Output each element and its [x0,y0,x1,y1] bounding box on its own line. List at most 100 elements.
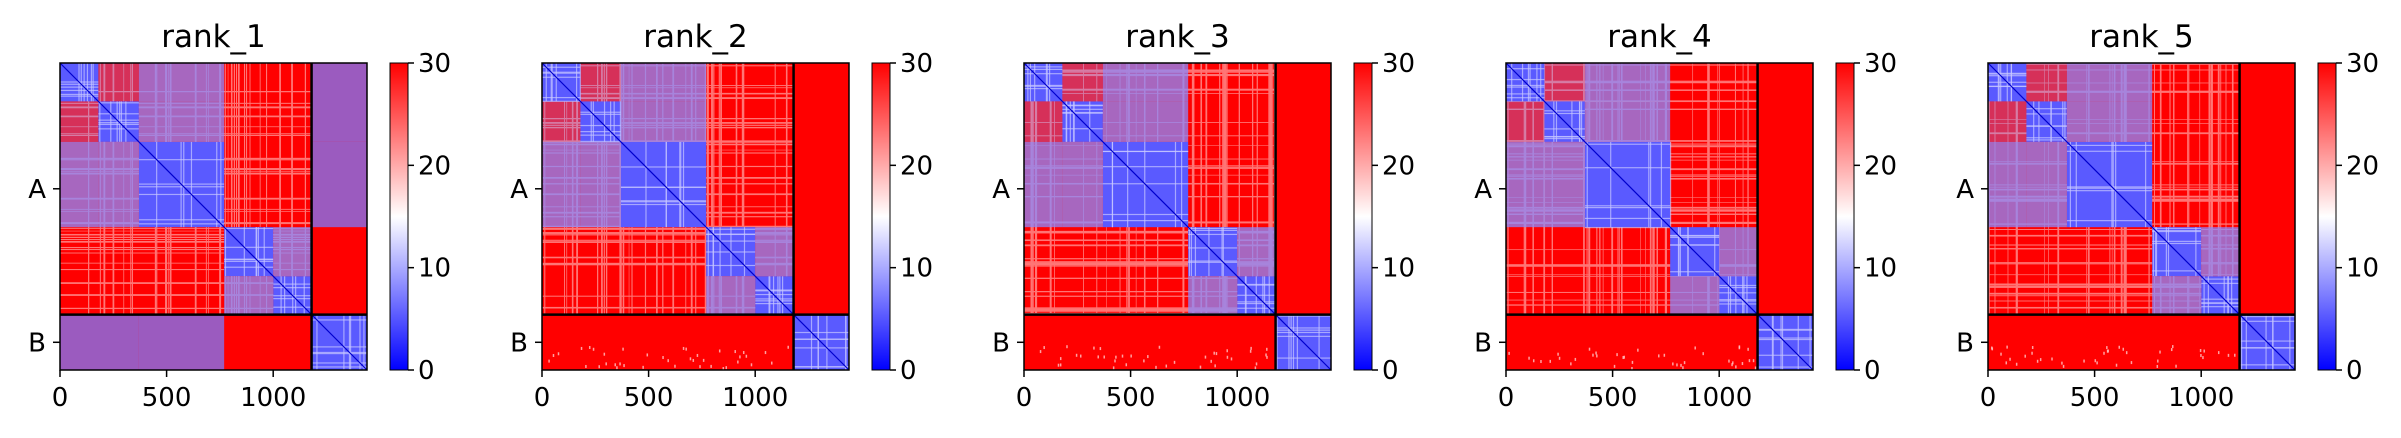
y-tick-label: A [1956,175,1974,205]
x-tick-label: 1000 [240,383,306,413]
colorbar-tick-label: 10 [418,254,451,284]
panel-title: rank_3 [1125,19,1230,55]
coupling-block [1988,101,2027,142]
coupling-block [1506,141,1545,228]
x-tick-label: 1000 [1204,383,1270,413]
interchain-block [311,141,367,228]
coupling-block [1719,227,1758,277]
coupling-block [2026,63,2067,102]
coupling-block [138,101,225,142]
x-tick-label: 500 [2070,383,2120,413]
coupling-block [620,63,707,102]
axes-frame [541,62,850,371]
axes-frame [1505,62,1814,371]
y-tick-label: B [992,328,1010,358]
colorbar-tick-label: 30 [2346,49,2379,79]
coupling-block [60,101,99,142]
coupling-block [580,63,621,102]
coupling-block [2152,276,2202,315]
axes-frame [59,62,368,371]
axes-frame [1023,62,1332,371]
coupling-block [1584,101,1671,142]
diagonal-line [541,62,850,371]
coupling-block [1584,63,1671,102]
interchain-block [311,63,367,142]
y-tick-label: B [510,328,528,358]
colorbar-tick-label: 0 [418,356,435,386]
panel-title: rank_1 [161,19,266,55]
colorbar [1835,62,1855,371]
colorbar-tick-label: 30 [900,49,933,79]
coupling-block [224,276,274,315]
coupling-block [1062,141,1103,228]
coupling-block [1237,227,1276,277]
colorbar-tick-label: 20 [900,151,933,181]
x-tick-label: 1000 [722,383,788,413]
coupling-block [1544,63,1585,102]
y-tick-label: A [510,175,528,205]
colorbar-tick-label: 10 [1382,254,1415,284]
coupling-block [1188,276,1238,315]
x-tick-label: 500 [1106,383,1156,413]
coupling-block [620,101,707,142]
colorbar-tick-label: 0 [1864,356,1881,386]
colorbar [2317,62,2337,371]
axes-frame [1987,62,2296,371]
y-tick-label: A [992,175,1010,205]
coupling-block [1062,63,1103,102]
colorbar-tick-label: 30 [1864,49,1897,79]
coupling-block [542,141,581,228]
colorbar-tick-label: 10 [2346,254,2379,284]
diagonal-line [1987,62,2296,371]
x-tick-label: 0 [1016,383,1033,413]
coupling-block [273,227,312,277]
y-tick-label: A [1474,175,1492,205]
diagonal-line [59,62,368,371]
coupling-block [580,141,621,228]
colorbar-tick-label: 10 [900,254,933,284]
x-tick-label: 1000 [2168,383,2234,413]
x-tick-label: 500 [1588,383,1638,413]
colorbar [389,62,409,371]
colorbar-tick-label: 0 [2346,356,2363,386]
diagonal-line [1505,62,1814,371]
colorbar-tick-label: 20 [2346,151,2379,181]
colorbar-tick-label: 10 [1864,254,1897,284]
coupling-block [2066,101,2153,142]
coupling-block [98,63,139,102]
coupling-block [98,141,139,228]
colorbar-tick-label: 30 [418,49,451,79]
colorbar-tick-label: 20 [1382,151,1415,181]
interchain-block [60,314,139,370]
coupling-block [138,63,225,102]
coupling-block [542,101,581,142]
colorbar-tick-label: 20 [1864,151,1897,181]
coupling-block [1102,101,1189,142]
coupling-block [1024,141,1063,228]
diagonal-line [1023,62,1332,371]
coupling-block [2066,63,2153,102]
coupling-block [1670,276,1720,315]
coupling-block [706,276,756,315]
x-tick-label: 0 [1980,383,1997,413]
interchain-block [138,314,225,370]
y-tick-label: A [28,175,46,205]
coupling-block [1506,101,1545,142]
coupling-block [1102,63,1189,102]
colorbar-tick-label: 30 [1382,49,1415,79]
coupling-block [1024,101,1063,142]
x-tick-label: 1000 [1686,383,1752,413]
y-tick-label: B [28,328,46,358]
colorbar-tick-label: 0 [1382,356,1399,386]
panel-title: rank_4 [1607,19,1712,55]
y-tick-label: B [1474,328,1492,358]
x-tick-label: 0 [534,383,551,413]
panel-title: rank_2 [643,19,748,55]
colorbar [1353,62,1373,371]
